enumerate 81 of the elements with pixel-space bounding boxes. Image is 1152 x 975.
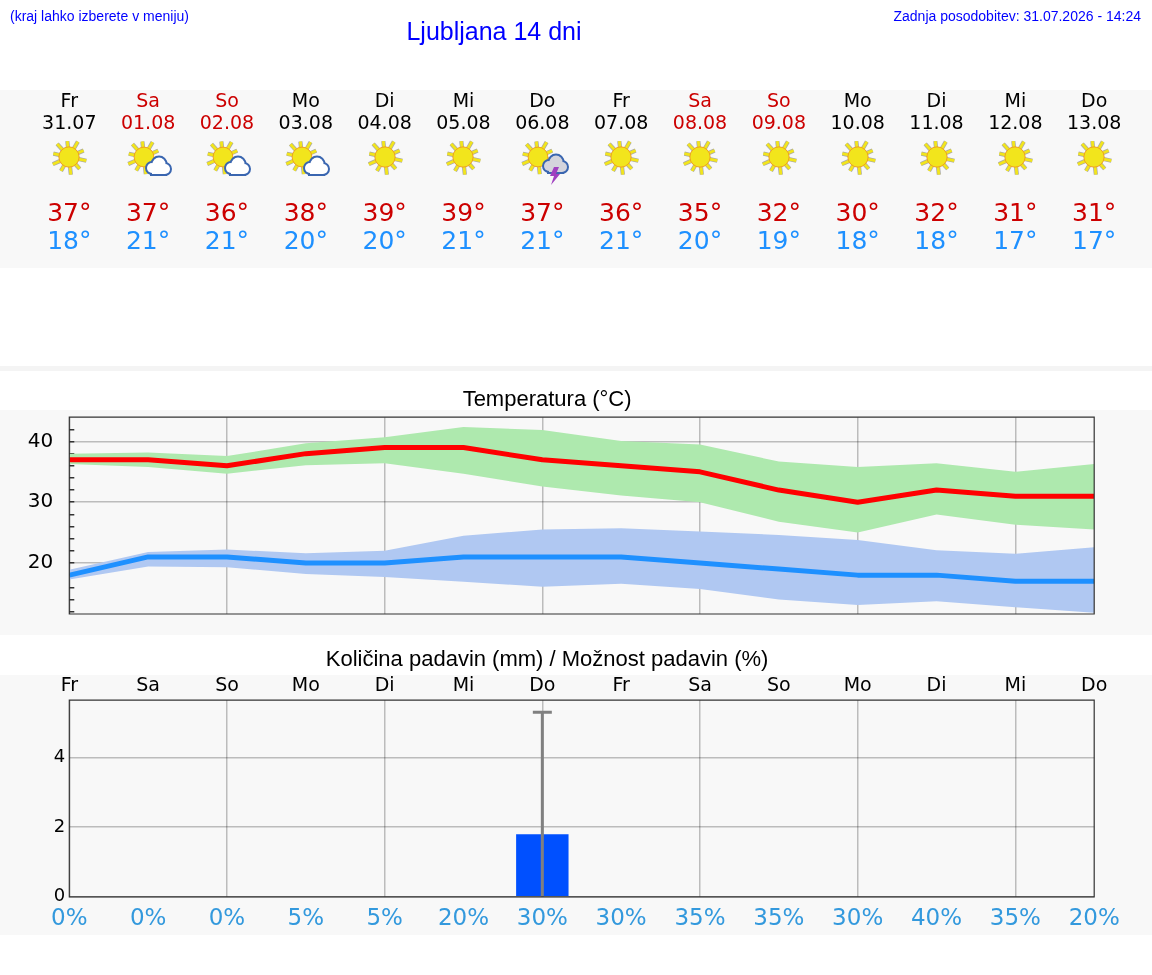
text: 0%: [51, 903, 88, 930]
data-label: 32°: [756, 197, 801, 227]
x-tick-label: Mi: [1004, 672, 1027, 695]
y-tick-label: 30: [27, 488, 54, 513]
data-label: 30°: [835, 197, 880, 227]
x-tick-label: So: [767, 672, 791, 695]
text: 35%: [753, 903, 805, 930]
data-label: 20°: [677, 225, 723, 254]
data-label: 37°: [520, 197, 565, 227]
text: Do 06.08: [515, 89, 570, 133]
text: Fr 07.08: [593, 89, 649, 133]
data-label: 39°: [441, 197, 486, 227]
data-label: 37°: [125, 197, 171, 227]
text: Mi 05.08: [436, 89, 491, 133]
x-tick-label: Mo: [843, 672, 872, 695]
text: Do 13.08: [1066, 89, 1122, 133]
data-label: 17°: [993, 225, 1038, 254]
text: So 02.08: [199, 89, 255, 133]
text: 5%: [366, 903, 403, 930]
data-label: 18°: [835, 225, 880, 254]
data-label: 21°: [125, 225, 171, 254]
data-label: 18°: [47, 225, 92, 254]
text: Zadnja posodobitev: 31.07.2026 - 14:24: [893, 8, 1141, 24]
y-tick-label: 40: [27, 427, 54, 452]
y-tick-label: 20: [27, 549, 54, 574]
x-tick-label: Fr: [612, 672, 631, 695]
text: Sa 08.08: [672, 89, 728, 133]
y-tick-label: 2: [53, 814, 66, 836]
text: Sa 01.08: [120, 89, 176, 133]
x-tick-label: Mo: [291, 672, 320, 695]
data-label: 36°: [599, 197, 644, 227]
data-label: 35°: [677, 197, 723, 227]
y-tick-label: 0: [53, 884, 66, 906]
data-label: 17°: [1072, 225, 1117, 254]
data-label: 21°: [520, 225, 565, 254]
text: Di 11.08: [909, 89, 964, 133]
x-tick-label: Mi: [452, 672, 475, 695]
text: (kraj lahko izberete v meniju): [10, 8, 189, 24]
data-label: 39°: [362, 197, 407, 227]
text: 30%: [516, 903, 568, 930]
x-tick-label: Sa: [136, 672, 160, 695]
data-label: 36°: [204, 197, 250, 227]
chart-title: Temperatura (°C): [462, 386, 632, 412]
text: Fr 31.07: [42, 89, 97, 133]
text: 40%: [910, 903, 963, 930]
text: 35%: [674, 903, 726, 930]
y-tick-label: 4: [53, 745, 66, 767]
text: 35%: [989, 903, 1041, 930]
text: 20%: [437, 903, 490, 930]
data-label: 31°: [1072, 197, 1117, 227]
text: 30%: [832, 903, 884, 930]
text: 0%: [129, 903, 167, 930]
data-label: 21°: [599, 225, 644, 254]
text: Ljubljana 14 dni: [406, 16, 582, 46]
data-label: 18°: [914, 225, 959, 254]
x-tick-label: Sa: [688, 672, 712, 695]
text: 5%: [287, 903, 325, 930]
data-label: 37°: [47, 197, 92, 227]
x-tick-label: Do: [529, 672, 556, 695]
x-tick-label: Di: [926, 672, 947, 695]
text: Mo 03.08: [278, 89, 334, 133]
data-label: 20°: [283, 225, 328, 254]
chart-title: Količina padavin (mm) / Možnost padavin (%): [325, 646, 769, 672]
text: 20%: [1068, 903, 1120, 930]
text: 30%: [595, 903, 647, 930]
data-label: 19°: [756, 225, 801, 254]
text: Mi 12.08: [988, 89, 1043, 133]
x-tick-label: Fr: [60, 672, 79, 695]
data-label: 21°: [204, 225, 250, 254]
data-label: 20°: [362, 225, 407, 254]
data-label: 38°: [283, 197, 328, 227]
data-label: 21°: [441, 225, 486, 254]
x-tick-label: Do: [1081, 672, 1108, 695]
x-tick-label: So: [215, 672, 239, 695]
x-tick-label: Di: [374, 672, 395, 695]
text: Mo 10.08: [830, 89, 885, 133]
data-label: 31°: [993, 197, 1038, 227]
text: So 09.08: [751, 89, 807, 133]
data-label: 32°: [914, 197, 959, 227]
text: 0%: [208, 903, 246, 930]
text: Di 04.08: [357, 89, 412, 133]
